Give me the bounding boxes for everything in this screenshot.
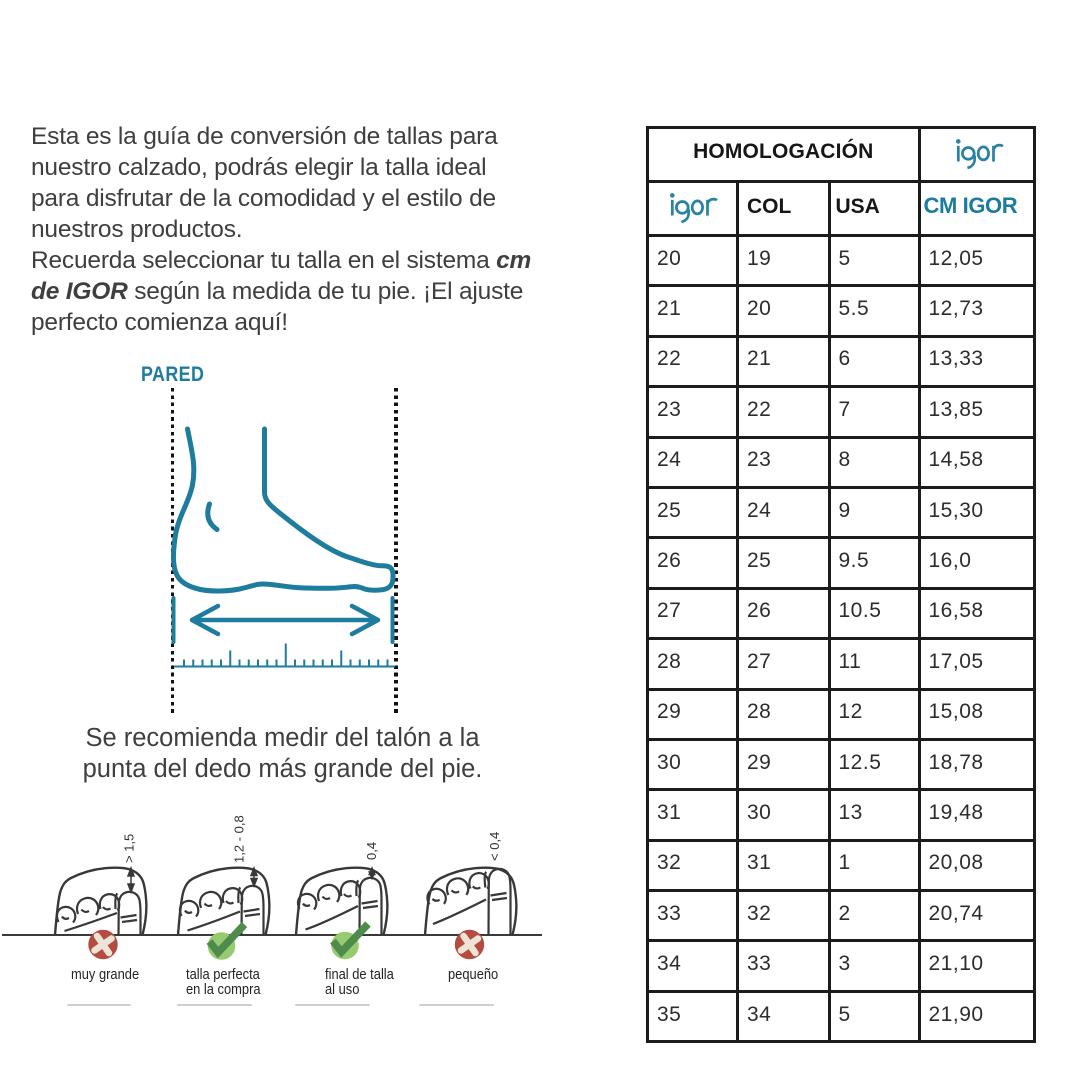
svg-text:1,2 - 0,8: 1,2 - 0,8 [232, 815, 247, 863]
svg-text:> 1,5: > 1,5 [122, 834, 137, 863]
svg-text:0,4: 0,4 [364, 842, 379, 860]
svg-text:< 0,4: < 0,4 [487, 832, 502, 861]
